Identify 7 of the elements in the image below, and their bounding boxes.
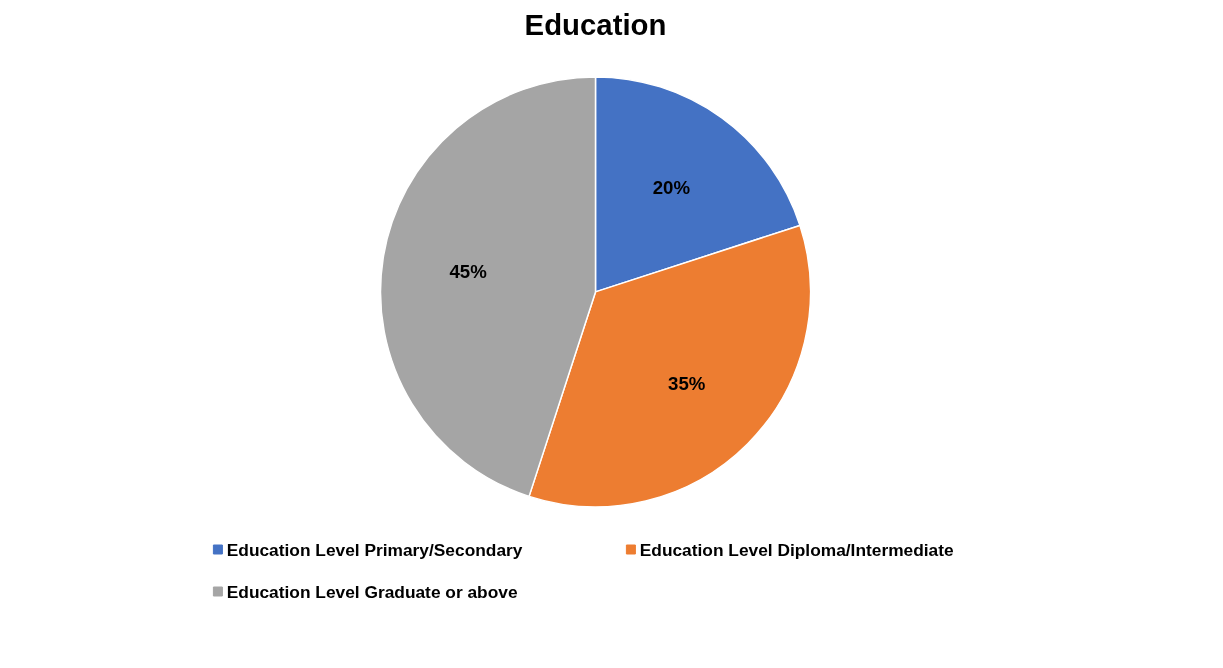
legend-label: Education Level Primary/Secondary [226, 539, 523, 560]
data-label: 45% [449, 261, 488, 283]
chart-title: Education [524, 7, 667, 41]
data-label: 20% [652, 177, 691, 199]
legend-label: Education Level Graduate or above [226, 581, 518, 602]
legend-label: Education Level Diploma/Intermediate [639, 539, 955, 560]
data-label: 35% [668, 372, 706, 394]
